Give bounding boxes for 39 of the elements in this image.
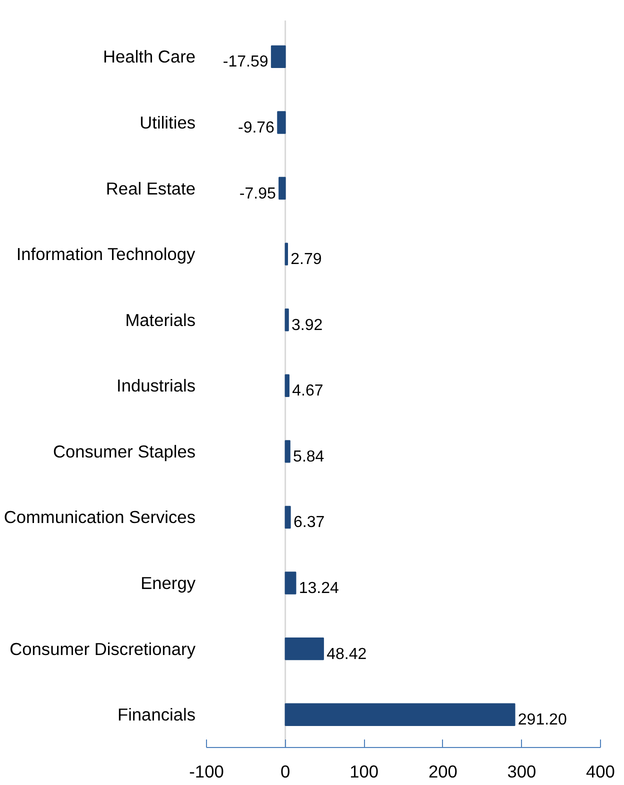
y-tick-label: Financials — [117, 704, 196, 725]
y-tick-label: Industrials — [116, 376, 196, 396]
y-tick-label: Information Technology — [16, 244, 196, 264]
bar — [284, 440, 290, 463]
x-tick-label: 200 — [428, 762, 458, 782]
bar — [284, 703, 516, 726]
bar — [284, 242, 288, 266]
y-tick-label: Health Care — [103, 46, 196, 67]
data-label: 6.37 — [293, 514, 325, 532]
data-label: 13.24 — [298, 580, 340, 598]
bar — [277, 111, 286, 134]
y-tick-label: Consumer Discretionary — [10, 638, 196, 659]
bar — [284, 374, 290, 397]
bar — [270, 45, 286, 68]
bar — [284, 308, 289, 332]
data-label: 2.79 — [290, 251, 322, 268]
data-label: 5.84 — [293, 448, 324, 466]
y-tick-label: Consumer Staples — [52, 441, 196, 462]
y-tick-label: Utilities — [140, 112, 196, 132]
x-tick-label: -100 — [189, 762, 224, 782]
bar — [284, 506, 291, 529]
y-tick-label: Energy — [140, 573, 196, 594]
data-label: -9.76 — [238, 119, 275, 136]
x-tick-label: 0 — [280, 762, 290, 782]
bar — [284, 637, 324, 660]
data-label: -7.95 — [239, 185, 276, 202]
bar — [284, 572, 296, 594]
y-tick-label: Communication Services — [4, 507, 196, 528]
x-tick-label: 100 — [350, 762, 379, 782]
x-tick-label: 400 — [586, 762, 615, 782]
data-label: 48.42 — [326, 646, 367, 663]
data-label: 291.20 — [518, 712, 567, 729]
data-label: -17.59 — [222, 54, 268, 71]
y-tick-label: Materials — [125, 310, 196, 330]
data-label: 3.92 — [292, 316, 323, 334]
y-tick-label: Real Estate — [106, 178, 196, 198]
bar — [278, 176, 286, 200]
data-label: 4.67 — [292, 382, 324, 400]
x-tick-label: 300 — [507, 762, 536, 782]
